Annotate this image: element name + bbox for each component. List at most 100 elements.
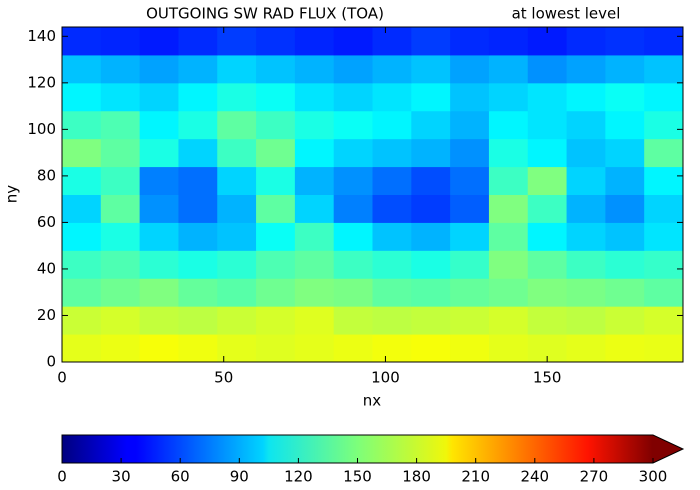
heatmap-cell bbox=[488, 278, 529, 307]
colorbar-tick-label: 210 bbox=[461, 468, 490, 486]
heatmap-cell bbox=[488, 306, 529, 335]
heatmap-cell bbox=[178, 278, 218, 307]
heatmap-cell bbox=[566, 250, 606, 279]
colorbar-tick-label: 150 bbox=[343, 468, 372, 486]
heatmap-cell bbox=[566, 27, 606, 56]
heatmap-cell bbox=[488, 54, 529, 84]
heatmap-cell bbox=[100, 110, 141, 140]
heatmap-cell bbox=[411, 250, 451, 279]
heatmap-cell bbox=[527, 166, 568, 195]
heatmap-cell bbox=[217, 222, 257, 251]
y-tick-label: 120 bbox=[27, 73, 56, 91]
heatmap-cell bbox=[62, 82, 102, 112]
heatmap-cell bbox=[217, 166, 257, 195]
heatmap-cell bbox=[178, 194, 218, 223]
heatmap-cell bbox=[178, 82, 218, 112]
heatmap-cell bbox=[256, 334, 296, 362]
heatmap-cell bbox=[566, 54, 606, 84]
heatmap-cell bbox=[450, 27, 490, 56]
heatmap-cell bbox=[100, 306, 141, 335]
heatmap-cell bbox=[217, 54, 257, 84]
colorbar-tick-label: 120 bbox=[284, 468, 313, 486]
heatmap-cell bbox=[217, 278, 257, 307]
heatmap-cell bbox=[411, 27, 451, 56]
colorbar-tick-label: 270 bbox=[580, 468, 609, 486]
heatmap-cell bbox=[139, 250, 179, 279]
heatmap-cell bbox=[217, 250, 257, 279]
heatmap-cell bbox=[566, 110, 606, 140]
heatmap-cell bbox=[411, 222, 451, 251]
heatmap-cell bbox=[450, 222, 490, 251]
colorbar: 0 30 60 90 120 150 180 210 240 270 300 bbox=[57, 434, 685, 486]
heatmap-cell bbox=[178, 306, 218, 335]
heatmap-cell bbox=[256, 27, 296, 56]
heatmap-cell bbox=[294, 278, 335, 307]
heatmap-cell bbox=[605, 27, 645, 56]
x-tick-label: 100 bbox=[371, 369, 400, 387]
heatmap-cell bbox=[488, 82, 529, 112]
heatmap-cell bbox=[605, 166, 645, 195]
heatmap-cell bbox=[450, 166, 490, 195]
heatmap-cell bbox=[333, 222, 373, 251]
heatmap-cell bbox=[450, 138, 490, 168]
heatmap-cell bbox=[527, 278, 568, 307]
heatmap-cell bbox=[644, 278, 683, 307]
heatmap-cell bbox=[139, 194, 179, 223]
heatmap-cell bbox=[294, 334, 335, 362]
heatmap-cell bbox=[294, 166, 335, 195]
colorbar-tick-label: 90 bbox=[230, 468, 249, 486]
heatmap-cell bbox=[644, 222, 683, 251]
heatmap-cell bbox=[605, 306, 645, 335]
heatmap-cell bbox=[333, 194, 373, 223]
heatmap-cell bbox=[605, 250, 645, 279]
heatmap-cell bbox=[217, 110, 257, 140]
heatmap-cell bbox=[566, 166, 606, 195]
heatmap-cell bbox=[527, 222, 568, 251]
x-axis-label: nx bbox=[363, 392, 382, 410]
heatmap-cell bbox=[333, 27, 373, 56]
heatmap-cell bbox=[294, 110, 335, 140]
heatmap-cell bbox=[450, 306, 490, 335]
y-tick-label: 40 bbox=[37, 259, 56, 277]
heatmap-cell bbox=[294, 194, 335, 223]
heatmap-cell bbox=[372, 54, 412, 84]
y-tick-label: 60 bbox=[37, 213, 56, 231]
heatmap-cell bbox=[450, 334, 490, 362]
heatmap-cell bbox=[139, 334, 179, 362]
heatmap-cell bbox=[178, 334, 218, 362]
colorbar-tick-label: 0 bbox=[57, 468, 67, 486]
heatmap-cell bbox=[256, 306, 296, 335]
y-tick-label: 80 bbox=[37, 166, 56, 184]
heatmap-cell bbox=[100, 27, 141, 56]
heatmap-cell bbox=[139, 27, 179, 56]
heatmap-cell bbox=[411, 278, 451, 307]
chart-title: OUTGOING SW RAD FLUX (TOA) bbox=[146, 5, 384, 23]
heatmap-cell bbox=[256, 250, 296, 279]
heatmap-cell bbox=[566, 82, 606, 112]
heatmap-cell bbox=[62, 250, 102, 279]
heatmap-cell bbox=[333, 334, 373, 362]
heatmap-cell bbox=[450, 250, 490, 279]
heatmap-cell bbox=[294, 54, 335, 84]
heatmap-cell bbox=[644, 306, 683, 335]
y-tick-label: 140 bbox=[27, 27, 56, 45]
heatmap-cell bbox=[217, 82, 257, 112]
heatmap-cell bbox=[527, 54, 568, 84]
heatmap-cell bbox=[139, 222, 179, 251]
heatmap-cell bbox=[217, 306, 257, 335]
heatmap-cell bbox=[294, 27, 335, 56]
plot-frame bbox=[61, 26, 684, 363]
heatmap-cell bbox=[411, 166, 451, 195]
heatmap-cell bbox=[178, 222, 218, 251]
heatmap-cell bbox=[372, 166, 412, 195]
heatmap-cell bbox=[256, 278, 296, 307]
heatmap-cell bbox=[488, 110, 529, 140]
heatmap-cell bbox=[178, 110, 218, 140]
x-tick-label: 0 bbox=[57, 369, 67, 387]
heatmap-cell bbox=[372, 334, 412, 362]
heatmap-cell bbox=[100, 334, 141, 362]
heatmap-cell bbox=[100, 138, 141, 168]
heatmap-cell bbox=[62, 334, 102, 362]
heatmap-cell bbox=[644, 250, 683, 279]
